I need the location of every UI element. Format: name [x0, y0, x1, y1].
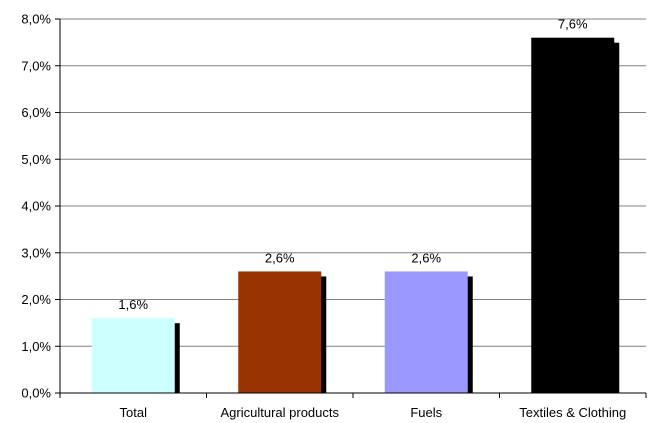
category-label: Textiles & Clothing [519, 405, 626, 420]
category-label: Agricultural products [221, 405, 340, 420]
labels: 0,0% 1,0% 2,0% 3,0% 4,0% 5,0% 6,0% 7,0% 8,0% 1,6%… [21, 12, 626, 421]
y-tick-label: 5,0% [21, 152, 51, 167]
bar [238, 271, 322, 393]
y-tick-label: 1,0% [21, 339, 51, 354]
y-tick-label: 7,0% [21, 58, 51, 73]
data-label: 2,6% [411, 250, 441, 265]
y-tick-label: 3,0% [21, 245, 51, 260]
bar [531, 37, 615, 393]
category-label: Fuels [410, 405, 442, 420]
data-label: 1,6% [118, 297, 148, 312]
y-tick-label: 2,0% [21, 292, 51, 307]
y-tick-label: 4,0% [21, 199, 51, 214]
y-tick-label: 8,0% [21, 12, 51, 27]
bar [384, 271, 468, 393]
bar [91, 318, 175, 393]
data-label: 2,6% [265, 250, 295, 265]
y-tick-label: 6,0% [21, 105, 51, 120]
category-label: Total [120, 405, 148, 420]
axes [55, 18, 647, 398]
bars [91, 37, 615, 393]
gridlines [60, 18, 646, 347]
y-tick-label: 0,0% [21, 386, 51, 401]
data-label: 7,6% [558, 17, 588, 32]
